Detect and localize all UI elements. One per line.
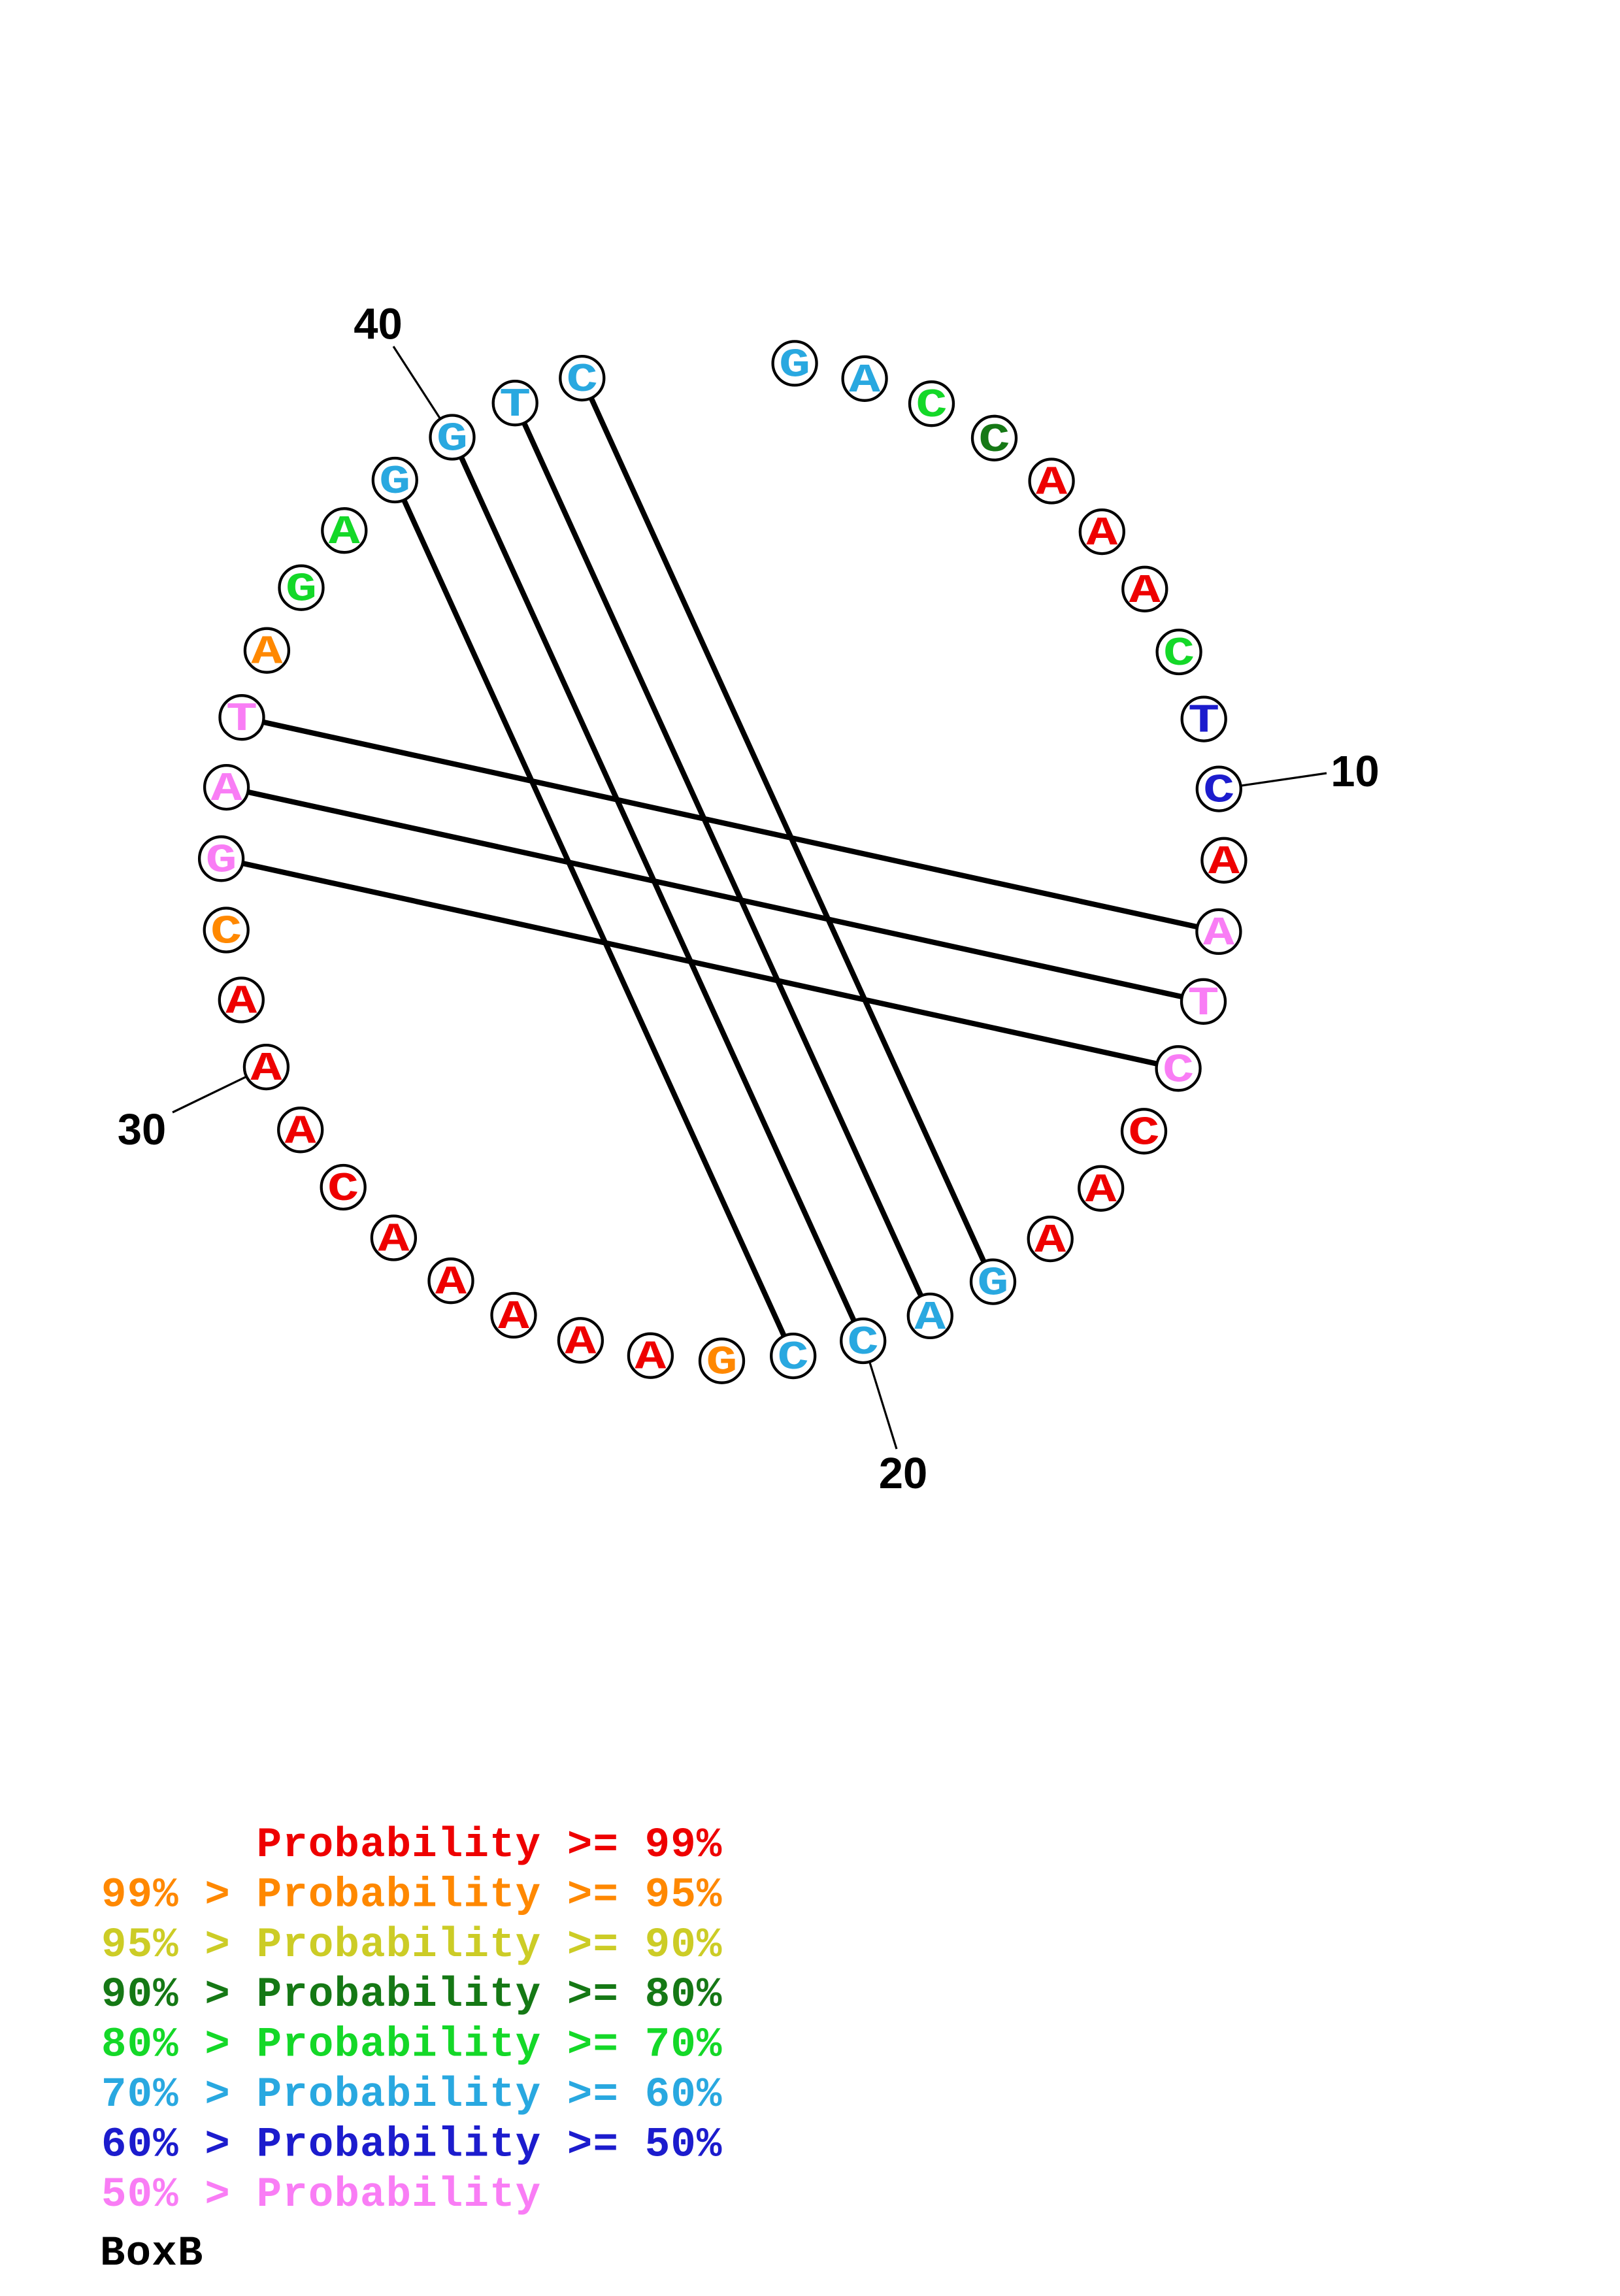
svg-text:A: A [225, 979, 257, 1025]
svg-text:Probability >= 99%: Probability >= 99% [257, 1822, 723, 1869]
svg-text:20: 20 [879, 1449, 928, 1498]
svg-text:G: G [437, 416, 468, 463]
svg-text:A: A [250, 1046, 282, 1092]
svg-text:90% > Probability >= 80%: 90% > Probability >= 80% [101, 1972, 723, 2019]
svg-text:A: A [498, 1294, 530, 1340]
svg-text:T: T [226, 696, 257, 742]
svg-text:A: A [285, 1108, 317, 1155]
svg-text:G: G [706, 1340, 738, 1386]
svg-text:A: A [378, 1217, 410, 1263]
svg-text:A: A [914, 1295, 946, 1341]
svg-text:A: A [1085, 1167, 1117, 1214]
svg-text:G: G [286, 567, 317, 613]
svg-text:G: G [379, 459, 410, 505]
svg-text:C: C [979, 417, 1010, 463]
svg-text:C: C [916, 382, 948, 429]
svg-text:40: 40 [354, 300, 403, 349]
svg-text:A: A [329, 509, 361, 556]
svg-text:BoxB: BoxB [100, 2231, 203, 2278]
svg-text:10: 10 [1331, 747, 1380, 796]
svg-text:C: C [1163, 631, 1195, 677]
svg-text:70% > Probability >= 60%: 70% > Probability >= 60% [101, 2072, 723, 2119]
svg-text:C: C [848, 1320, 879, 1366]
svg-text:C: C [1203, 768, 1234, 814]
svg-text:G: G [206, 837, 237, 884]
svg-text:30: 30 [118, 1105, 167, 1154]
svg-text:A: A [1086, 510, 1118, 557]
svg-text:A: A [1034, 1218, 1066, 1264]
svg-text:C: C [567, 357, 598, 403]
svg-text:G: G [978, 1261, 1009, 1307]
svg-text:A: A [635, 1335, 667, 1381]
svg-text:T: T [1188, 698, 1219, 744]
svg-text:50% > Probability: 50% > Probability [101, 2172, 541, 2219]
svg-text:C: C [1163, 1047, 1194, 1093]
svg-text:C: C [1129, 1110, 1160, 1156]
svg-text:C: C [210, 909, 242, 956]
svg-text:G: G [779, 342, 810, 388]
svg-text:A: A [565, 1319, 597, 1365]
svg-text:A: A [1036, 460, 1068, 507]
svg-text:99% > Probability >= 95%: 99% > Probability >= 95% [101, 1872, 723, 1919]
svg-text:80% > Probability >= 70%: 80% > Probability >= 70% [101, 2022, 723, 2069]
svg-text:A: A [435, 1259, 467, 1306]
svg-text:A: A [849, 358, 881, 404]
svg-text:T: T [1188, 980, 1219, 1027]
svg-text:C: C [778, 1335, 809, 1381]
svg-text:A: A [1129, 568, 1161, 614]
svg-text:95% > Probability >= 90%: 95% > Probability >= 90% [101, 1922, 723, 1969]
svg-text:A: A [1208, 839, 1240, 886]
svg-text:60% > Probability >= 50%: 60% > Probability >= 50% [101, 2121, 723, 2169]
svg-text:C: C [327, 1166, 359, 1212]
svg-text:T: T [499, 382, 531, 428]
svg-text:A: A [1203, 910, 1235, 957]
svg-text:A: A [251, 629, 283, 676]
svg-text:A: A [211, 766, 243, 812]
